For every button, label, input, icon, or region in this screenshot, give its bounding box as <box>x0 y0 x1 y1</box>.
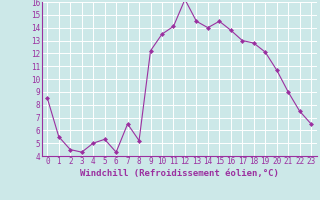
X-axis label: Windchill (Refroidissement éolien,°C): Windchill (Refroidissement éolien,°C) <box>80 169 279 178</box>
